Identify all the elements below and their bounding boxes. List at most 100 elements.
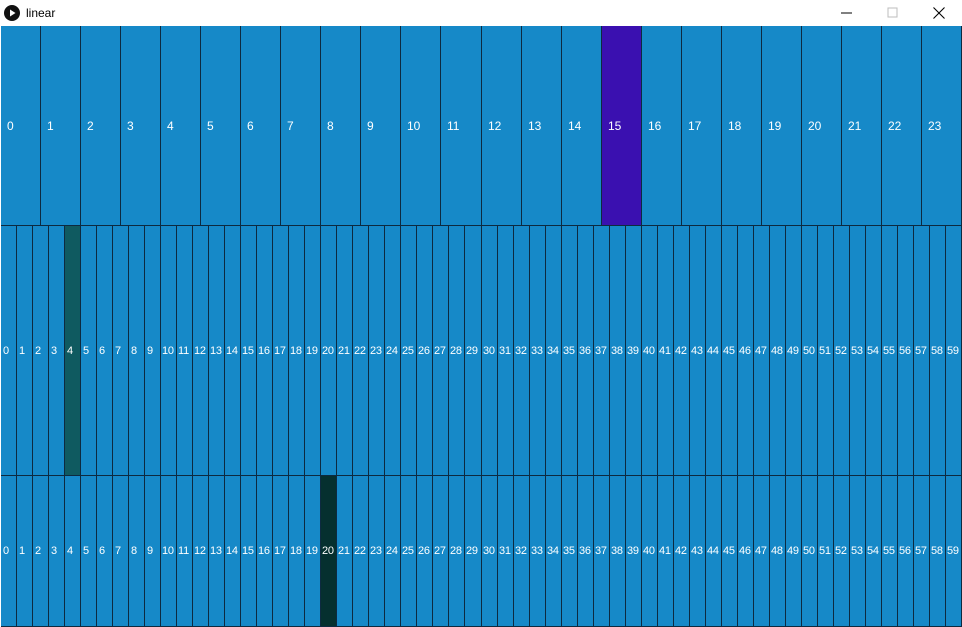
bot-row-cell[interactable]: 47 [754, 476, 770, 627]
bot-row-cell[interactable]: 26 [417, 476, 433, 627]
bot-row-cell[interactable]: 40 [642, 476, 658, 627]
top-row-cell[interactable]: 8 [321, 26, 361, 226]
top-row-cell[interactable]: 10 [401, 26, 441, 226]
mid-row-cell[interactable]: 49 [786, 226, 802, 476]
mid-row-cell[interactable]: 30 [482, 226, 498, 476]
mid-row-cell[interactable]: 39 [626, 226, 642, 476]
bot-row-cell[interactable]: 54 [866, 476, 882, 627]
top-row-cell[interactable]: 22 [882, 26, 922, 226]
bot-row-cell[interactable]: 18 [289, 476, 305, 627]
mid-row-cell[interactable]: 25 [401, 226, 417, 476]
mid-row-cell[interactable]: 55 [882, 226, 898, 476]
top-row-cell[interactable]: 7 [281, 26, 321, 226]
top-row-cell[interactable]: 11 [441, 26, 482, 226]
mid-row-cell[interactable]: 54 [866, 226, 882, 476]
mid-row-cell[interactable]: 29 [465, 226, 482, 476]
bot-row-cell[interactable]: 3 [49, 476, 65, 627]
top-row-cell[interactable]: 19 [762, 26, 802, 226]
top-row-cell[interactable]: 13 [522, 26, 562, 226]
bot-row-cell[interactable]: 37 [594, 476, 610, 627]
mid-row-cell[interactable]: 20 [321, 226, 337, 476]
mid-row-cell[interactable]: 17 [273, 226, 289, 476]
bot-row-cell[interactable]: 24 [385, 476, 401, 627]
mid-row-cell[interactable]: 15 [241, 226, 257, 476]
bot-row-cell[interactable]: 56 [898, 476, 914, 627]
mid-row-cell[interactable]: 48 [770, 226, 786, 476]
bot-row-cell[interactable]: 30 [482, 476, 498, 627]
mid-row-cell[interactable]: 8 [129, 226, 145, 476]
mid-row-cell[interactable]: 46 [738, 226, 754, 476]
bot-row-cell[interactable]: 20 [321, 476, 337, 627]
mid-row-cell[interactable]: 7 [113, 226, 129, 476]
bot-row-cell[interactable]: 38 [610, 476, 626, 627]
top-row-cell[interactable]: 20 [802, 26, 842, 226]
bot-row-cell[interactable]: 15 [241, 476, 257, 627]
bot-row-cell[interactable]: 23 [369, 476, 385, 627]
bot-row-cell[interactable]: 29 [465, 476, 482, 627]
mid-row-cell[interactable]: 57 [914, 226, 930, 476]
bot-row-cell[interactable]: 21 [337, 476, 353, 627]
mid-row-cell[interactable]: 3 [49, 226, 65, 476]
mid-row-cell[interactable]: 6 [97, 226, 113, 476]
top-row-cell[interactable]: 23 [922, 26, 962, 226]
bot-row-cell[interactable]: 1 [17, 476, 33, 627]
bot-row-cell[interactable]: 5 [81, 476, 97, 627]
top-row-cell[interactable]: 17 [682, 26, 722, 226]
top-row-cell[interactable]: 4 [161, 26, 201, 226]
maximize-button[interactable] [870, 0, 916, 26]
bot-row-cell[interactable]: 57 [914, 476, 930, 627]
mid-row-cell[interactable]: 31 [498, 226, 514, 476]
mid-row-cell[interactable]: 50 [802, 226, 818, 476]
mid-row-cell[interactable]: 37 [594, 226, 610, 476]
mid-row-cell[interactable]: 32 [514, 226, 530, 476]
mid-row-cell[interactable]: 38 [610, 226, 626, 476]
top-row-cell[interactable]: 12 [482, 26, 522, 226]
top-row-cell[interactable]: 16 [642, 26, 682, 226]
bot-row-cell[interactable]: 25 [401, 476, 417, 627]
bot-row-cell[interactable]: 27 [433, 476, 449, 627]
bot-row-cell[interactable]: 17 [273, 476, 289, 627]
top-row-cell[interactable]: 15 [602, 26, 642, 226]
top-row-cell[interactable]: 14 [562, 26, 602, 226]
bot-row-cell[interactable]: 13 [209, 476, 225, 627]
bot-row-cell[interactable]: 28 [449, 476, 465, 627]
mid-row-cell[interactable]: 22 [353, 226, 369, 476]
mid-row-cell[interactable]: 41 [658, 226, 674, 476]
top-row-cell[interactable]: 5 [201, 26, 241, 226]
bot-row-cell[interactable]: 45 [722, 476, 738, 627]
bot-row-cell[interactable]: 59 [946, 476, 962, 627]
bot-row-cell[interactable]: 49 [786, 476, 802, 627]
bot-row-cell[interactable]: 58 [930, 476, 946, 627]
bot-row-cell[interactable]: 10 [161, 476, 177, 627]
mid-row-cell[interactable]: 27 [433, 226, 449, 476]
mid-row-cell[interactable]: 1 [17, 226, 33, 476]
mid-row-cell[interactable]: 19 [305, 226, 321, 476]
bot-row-cell[interactable]: 8 [129, 476, 145, 627]
bot-row-cell[interactable]: 52 [834, 476, 850, 627]
mid-row-cell[interactable]: 18 [289, 226, 305, 476]
mid-row-cell[interactable]: 21 [337, 226, 353, 476]
top-row-cell[interactable]: 2 [81, 26, 121, 226]
bot-row-cell[interactable]: 2 [33, 476, 49, 627]
bot-row-cell[interactable]: 9 [145, 476, 161, 627]
mid-row-cell[interactable]: 52 [834, 226, 850, 476]
bot-row-cell[interactable]: 16 [257, 476, 273, 627]
bot-row-cell[interactable]: 33 [530, 476, 546, 627]
bot-row-cell[interactable]: 36 [578, 476, 594, 627]
mid-row-cell[interactable]: 5 [81, 226, 97, 476]
mid-row-cell[interactable]: 53 [850, 226, 866, 476]
minimize-button[interactable] [824, 0, 870, 26]
mid-row-cell[interactable]: 16 [257, 226, 273, 476]
bot-row-cell[interactable]: 22 [353, 476, 369, 627]
bot-row-cell[interactable]: 42 [674, 476, 690, 627]
bot-row-cell[interactable]: 34 [546, 476, 562, 627]
mid-row-cell[interactable]: 24 [385, 226, 401, 476]
bot-row-cell[interactable]: 0 [1, 476, 17, 627]
bot-row-cell[interactable]: 41 [658, 476, 674, 627]
bot-row-cell[interactable]: 6 [97, 476, 113, 627]
top-row-cell[interactable]: 3 [121, 26, 161, 226]
mid-row-cell[interactable]: 59 [946, 226, 962, 476]
mid-row-cell[interactable]: 51 [818, 226, 834, 476]
bot-row-cell[interactable]: 35 [562, 476, 578, 627]
mid-row-cell[interactable]: 33 [530, 226, 546, 476]
